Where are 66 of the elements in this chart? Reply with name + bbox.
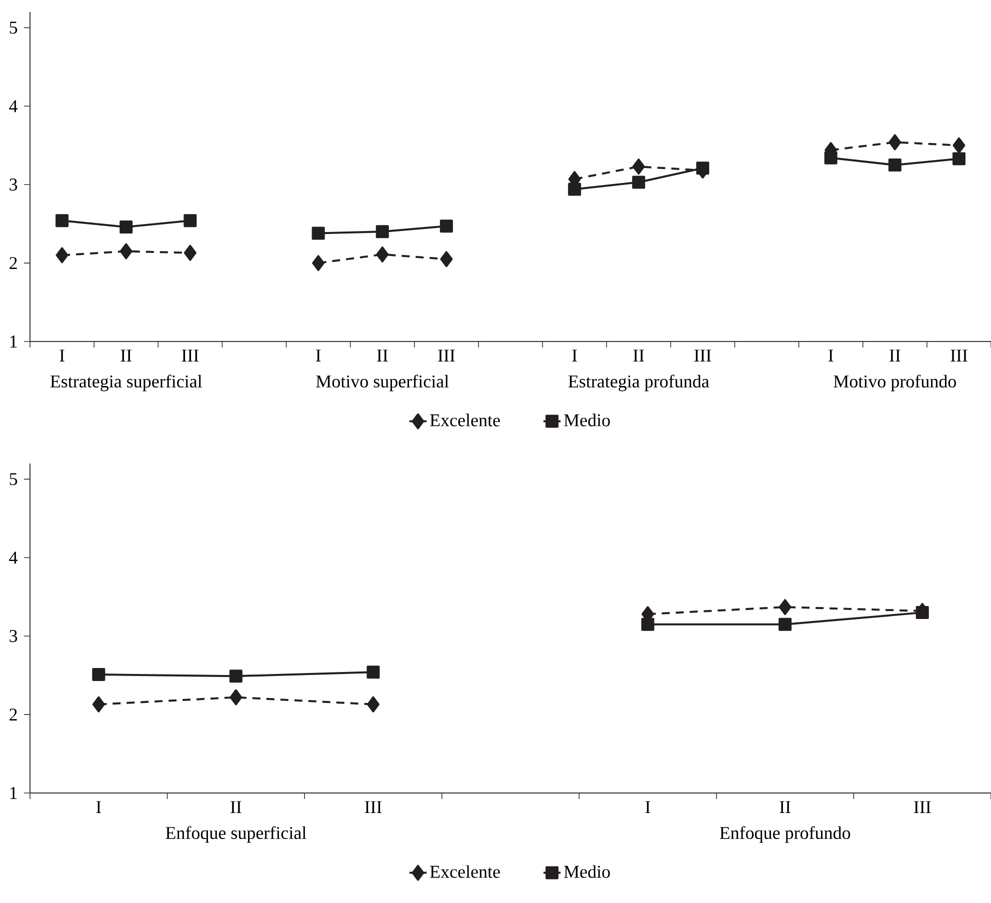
y-tick-label: 4 (9, 100, 18, 112)
point (184, 214, 197, 228)
y-tick-label: 1 (10, 336, 17, 348)
x-tick-label: I (316, 350, 321, 362)
text: Motivo superficial (316, 374, 449, 392)
x-tick-label: III (364, 801, 382, 813)
y-tick-label: 4 (9, 552, 18, 564)
point (120, 220, 133, 234)
point (92, 696, 105, 712)
x-tick-label: I (96, 801, 102, 813)
x-tick-label: I (645, 801, 650, 813)
y-tick-label: 3 (10, 178, 18, 191)
point (120, 243, 132, 260)
x-tick-label: II (780, 801, 790, 813)
legend-label: Excelente (430, 865, 500, 878)
point (376, 246, 389, 262)
point (888, 158, 902, 172)
x-tick-label: III (950, 350, 968, 362)
text: Enfoque superficial (166, 826, 306, 843)
y-tick-label: 5 (10, 22, 18, 34)
point (952, 152, 966, 166)
text: Estrategia superficial (50, 374, 202, 392)
point (312, 255, 325, 272)
x-tick-label: I (828, 350, 834, 362)
point (184, 244, 196, 261)
y-tick-label: 2 (10, 257, 17, 270)
point (312, 226, 325, 240)
point (56, 214, 69, 228)
text: Enfoque profundo (720, 826, 850, 843)
y-tick-label: 2 (10, 708, 17, 721)
legend-label: Medio (564, 414, 610, 426)
point (632, 176, 646, 189)
point (56, 247, 68, 264)
point (366, 696, 380, 712)
point (778, 599, 792, 616)
point (632, 158, 645, 175)
point (366, 666, 380, 679)
x-tick-label: II (230, 801, 242, 813)
x-tick-label: II (633, 350, 644, 362)
legend-label: Medio (564, 865, 610, 878)
point (440, 220, 453, 233)
point (888, 134, 902, 150)
x-tick-label: III (438, 350, 455, 362)
point (230, 689, 242, 706)
x-tick-label: II (120, 350, 132, 362)
x-tick-label: III (182, 350, 199, 362)
point (92, 668, 106, 682)
point (641, 618, 654, 631)
y-tick-label: 1 (10, 787, 17, 799)
text: Estrategia profunda (568, 374, 710, 392)
point (568, 182, 582, 196)
x-tick-label: II (890, 350, 900, 362)
x-tick-label: III (914, 801, 931, 813)
point (376, 225, 389, 238)
x-tick-label: II (377, 350, 388, 362)
x-tick-label: I (572, 350, 577, 362)
y-tick-label: 3 (10, 630, 18, 642)
point (778, 618, 792, 631)
y-tick-label: 5 (10, 473, 18, 486)
text: Motivo profundo (834, 374, 956, 392)
point (229, 670, 242, 683)
point (952, 137, 966, 154)
point (440, 251, 453, 268)
legend-label: Excelente (430, 414, 500, 426)
x-tick-label: III (694, 350, 712, 362)
x-tick-label: I (60, 350, 64, 362)
